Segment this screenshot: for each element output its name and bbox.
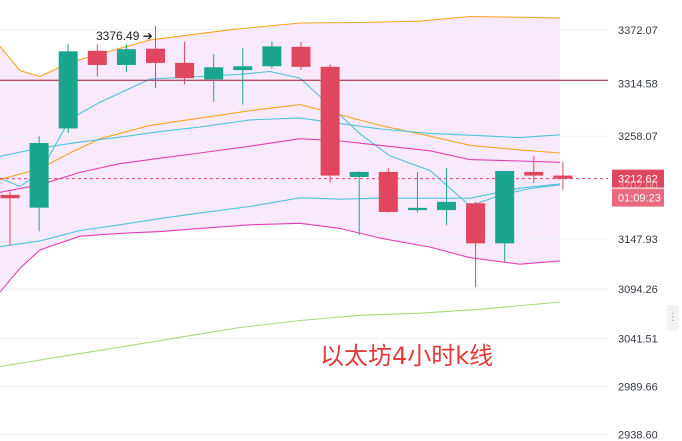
candle-body-3 xyxy=(87,50,107,65)
candle-body-19 xyxy=(553,175,573,179)
candles xyxy=(0,25,573,288)
candle-body-10 xyxy=(291,46,311,67)
series-line-0 xyxy=(0,15,561,78)
candle-body-1 xyxy=(29,142,49,208)
candle-body-4 xyxy=(116,49,136,65)
candle-body-12 xyxy=(349,171,369,177)
candle-body-17 xyxy=(495,170,515,244)
candle-body-13 xyxy=(378,171,398,212)
bollinger-band-fill xyxy=(0,16,560,293)
countdown-badge xyxy=(612,188,664,207)
series-line-4 xyxy=(0,138,561,193)
series-line-7 xyxy=(0,301,561,368)
candle-body-14 xyxy=(407,207,427,211)
series-line-1 xyxy=(0,104,561,181)
chart-title: 以太坊4小时k线 xyxy=(320,342,494,370)
y-tick-label-1: 3314.58 xyxy=(618,78,658,90)
high-annotation-value: 3376.49 xyxy=(96,29,140,43)
band-fill xyxy=(0,16,560,293)
y-tick-label-7: 2938.60 xyxy=(618,429,658,441)
candle-body-2 xyxy=(58,51,78,129)
series-line-6 xyxy=(0,222,561,293)
y-tick-label-0: 3372.07 xyxy=(618,25,658,37)
current-price-label: 3212.62 xyxy=(618,174,658,186)
price-axis[interactable]: 3372.07 3314.58 3258.07 3147.93 3094.26 3041.… xyxy=(612,25,664,441)
candle-body-16 xyxy=(466,203,486,244)
candle-body-5 xyxy=(146,48,165,63)
y-tick-label-4: 3094.26 xyxy=(618,284,658,296)
y-tick-label-6: 2989.66 xyxy=(618,382,658,394)
current-price-badge xyxy=(612,169,664,188)
y-tick-label-2: 3258.07 xyxy=(618,131,658,143)
countdown-label: 01:09:23 xyxy=(618,193,661,205)
candle-body-9 xyxy=(262,46,282,67)
y-tick-label-5: 3041.51 xyxy=(618,333,658,345)
candle-body-7 xyxy=(204,67,224,80)
high-annotation: 3376.49 ➔ xyxy=(96,29,153,43)
series-line-5 xyxy=(0,183,561,248)
y-tick-label-3: 3147.93 xyxy=(618,234,658,246)
candle-body-11 xyxy=(320,66,340,176)
candle-body-6 xyxy=(175,62,195,79)
arrow-right-icon: ➔ xyxy=(142,29,153,43)
candle-body-15 xyxy=(437,201,456,211)
scroll-handle-icon[interactable]: ⋮ xyxy=(667,305,679,331)
series-line-3 xyxy=(0,117,561,157)
candle-body-0 xyxy=(0,194,20,199)
candle-body-8 xyxy=(233,66,253,71)
candle-body-18 xyxy=(524,171,544,176)
